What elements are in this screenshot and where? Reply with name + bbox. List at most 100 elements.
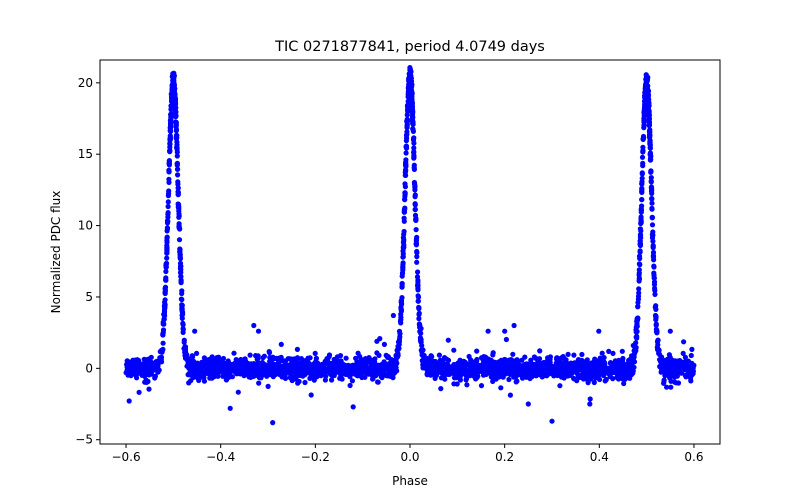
data-point <box>159 349 165 355</box>
data-point <box>635 304 641 310</box>
data-point <box>390 312 396 319</box>
data-point <box>176 237 183 243</box>
data-point <box>575 366 581 372</box>
data-point <box>649 195 655 202</box>
data-point <box>564 371 570 377</box>
data-point <box>637 241 643 247</box>
data-point <box>220 355 227 362</box>
data-point <box>485 328 491 334</box>
data-point <box>163 268 169 275</box>
data-point <box>474 356 480 363</box>
data-point <box>406 88 412 94</box>
data-point <box>403 150 409 156</box>
data-point <box>557 367 563 373</box>
data-point <box>143 379 150 385</box>
data-point <box>579 351 585 358</box>
data-point <box>217 365 223 371</box>
data-point <box>186 380 192 386</box>
data-point <box>136 389 142 395</box>
data-point <box>145 362 151 368</box>
data-point <box>164 246 170 253</box>
data-point <box>164 255 170 261</box>
data-point <box>279 370 285 376</box>
data-point <box>343 355 349 361</box>
data-point <box>164 220 171 226</box>
data-point <box>243 365 249 372</box>
data-point <box>398 311 404 317</box>
data-point <box>592 369 599 375</box>
data-point <box>577 374 583 380</box>
data-point <box>265 383 271 389</box>
data-point <box>451 381 457 387</box>
data-point <box>407 67 413 74</box>
data-point <box>397 331 403 337</box>
data-point <box>414 274 421 280</box>
data-point <box>411 140 417 146</box>
data-point <box>648 188 655 194</box>
data-point <box>647 132 653 138</box>
data-point <box>175 191 181 197</box>
data-point <box>650 253 657 259</box>
data-point <box>533 365 539 371</box>
data-point <box>398 301 405 308</box>
data-point <box>175 172 181 178</box>
data-point <box>638 220 644 226</box>
data-point <box>588 363 594 369</box>
data-point <box>555 361 562 367</box>
data-point <box>438 366 444 373</box>
data-point <box>405 103 411 109</box>
data-point <box>649 200 655 206</box>
data-point <box>212 360 218 366</box>
data-point <box>400 260 406 266</box>
data-point <box>571 362 577 368</box>
data-point <box>560 362 566 368</box>
data-point <box>510 351 516 357</box>
data-point <box>554 355 560 361</box>
data-point <box>164 239 170 245</box>
data-point <box>410 111 416 117</box>
data-point <box>316 364 322 370</box>
data-point <box>173 114 179 120</box>
data-point <box>298 364 304 370</box>
data-point <box>241 371 247 377</box>
data-point <box>481 368 487 374</box>
data-point <box>216 354 222 360</box>
data-point <box>253 353 259 359</box>
data-point <box>596 328 602 334</box>
data-point <box>571 352 577 358</box>
data-point <box>688 352 694 359</box>
data-point <box>231 350 237 356</box>
data-point <box>609 362 615 368</box>
data-point <box>126 369 133 375</box>
data-point <box>601 372 607 379</box>
data-point <box>161 307 168 313</box>
data-point <box>557 383 563 389</box>
data-point <box>374 350 380 356</box>
data-point <box>636 286 642 292</box>
data-point <box>639 154 646 160</box>
data-point <box>579 358 585 364</box>
data-point <box>164 235 170 241</box>
data-point <box>519 357 525 363</box>
data-point <box>266 350 273 356</box>
data-point <box>302 379 308 386</box>
data-point <box>401 209 407 215</box>
data-point <box>385 354 391 360</box>
data-point <box>347 382 353 389</box>
data-point <box>199 359 205 365</box>
data-point <box>675 380 682 386</box>
data-point <box>445 362 451 368</box>
data-point <box>601 355 607 361</box>
data-point <box>574 370 580 376</box>
data-point <box>511 362 517 368</box>
data-point <box>400 254 406 260</box>
data-point <box>369 364 376 370</box>
data-point <box>278 341 284 347</box>
data-point <box>177 270 184 276</box>
data-point <box>414 248 420 255</box>
data-point <box>415 269 421 275</box>
data-point <box>646 114 652 120</box>
data-point <box>479 355 485 361</box>
data-point <box>242 356 248 362</box>
